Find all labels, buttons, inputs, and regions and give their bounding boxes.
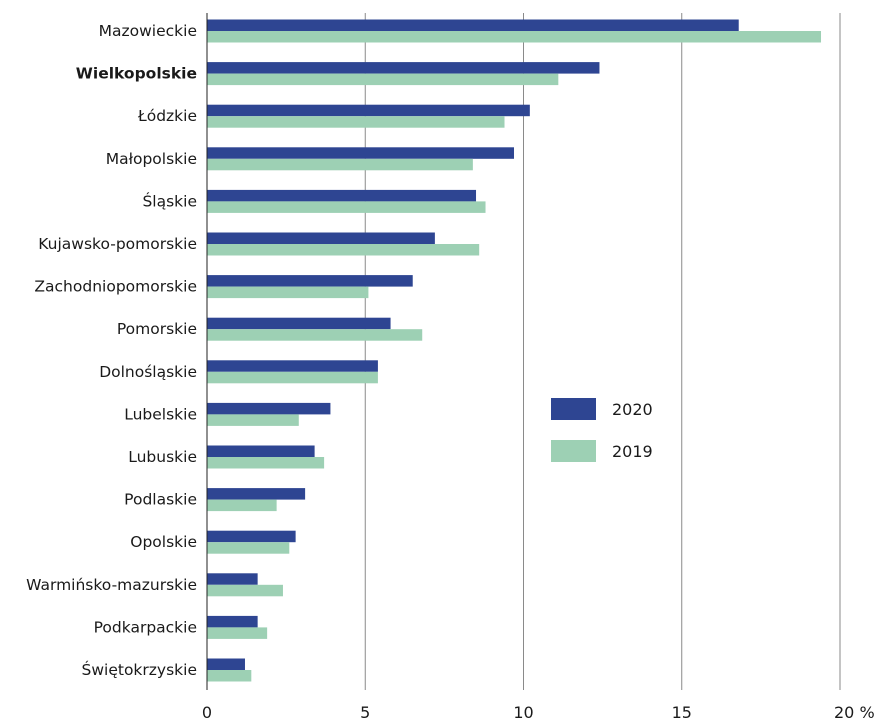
bar-2019 [207, 584, 283, 597]
bar-2019 [207, 542, 290, 554]
bar-2020 [207, 104, 530, 117]
x-tick-label: 15 [672, 703, 692, 722]
x-tick-label: 10 [513, 703, 533, 722]
legend-swatch-2019 [551, 440, 596, 462]
bar-2019 [207, 201, 486, 213]
bar-2019 [207, 286, 369, 299]
bar-2019 [207, 670, 252, 682]
legend-swatch-2020 [551, 398, 596, 420]
bar-2019 [207, 414, 299, 426]
bar-2020 [207, 360, 378, 372]
category-label: Zachodniopomorskie [34, 278, 197, 296]
category-label: Świętokrzyskie [82, 660, 197, 679]
bar-2020 [207, 317, 391, 330]
bar-2020 [207, 147, 515, 159]
bar-2020 [207, 658, 245, 670]
category-label: Wielkopolskie [76, 65, 197, 83]
bar-2019 [207, 116, 505, 128]
bar-2020 [207, 530, 296, 543]
x-tick-labels: 0 5 10 15 20 % [202, 703, 875, 722]
category-label: Mazowieckie [99, 22, 197, 40]
bar-2020 [207, 573, 258, 585]
legend-label-2020: 2020 [612, 400, 653, 419]
category-label: Opolskie [130, 533, 197, 551]
bar-2019 [207, 371, 378, 384]
category-label: Podkarpackie [94, 618, 197, 636]
bar-2020 [207, 488, 306, 500]
category-label: Lubuskie [128, 448, 197, 466]
category-label: Lubelskie [124, 405, 197, 423]
bar-2020 [207, 445, 315, 457]
bar-2019 [207, 158, 473, 171]
bar-2020 [207, 62, 600, 74]
x-tick-label: 5 [360, 703, 370, 722]
bar-2020 [207, 275, 413, 287]
bar-2019 [207, 31, 822, 43]
category-label: Pomorskie [117, 320, 197, 338]
category-label: Śląskie [142, 191, 197, 210]
bar-2019 [207, 499, 277, 512]
legend-label-2019: 2019 [612, 442, 653, 461]
category-labels: Mazowieckie Wielkopolskie Łódzkie Małopolsk… [26, 22, 197, 679]
grid-lines [364, 13, 841, 690]
legend: 2020 2019 [551, 398, 653, 462]
bar-2020 [207, 402, 331, 415]
bar-2020 [207, 19, 739, 31]
category-label: Kujawsko-pomorskie [38, 235, 197, 253]
category-label: Dolnośląskie [99, 363, 197, 381]
bar-2020 [207, 189, 477, 202]
x-tick-label: 0 [202, 703, 212, 722]
category-label: Podlaskie [124, 491, 197, 509]
bar-2019 [207, 457, 325, 469]
category-label: Warmińsko-mazurskie [26, 576, 197, 594]
bar-2020 [207, 615, 258, 628]
bars [207, 19, 822, 682]
bar-2019 [207, 329, 423, 341]
x-tick-label: 20 % [834, 703, 875, 722]
bar-2019 [207, 73, 559, 86]
bar-2019 [207, 627, 268, 639]
bar-2020 [207, 232, 435, 244]
bar-2019 [207, 244, 480, 256]
category-label: Łódzkie [137, 107, 197, 125]
category-label: Małopolskie [106, 150, 197, 168]
